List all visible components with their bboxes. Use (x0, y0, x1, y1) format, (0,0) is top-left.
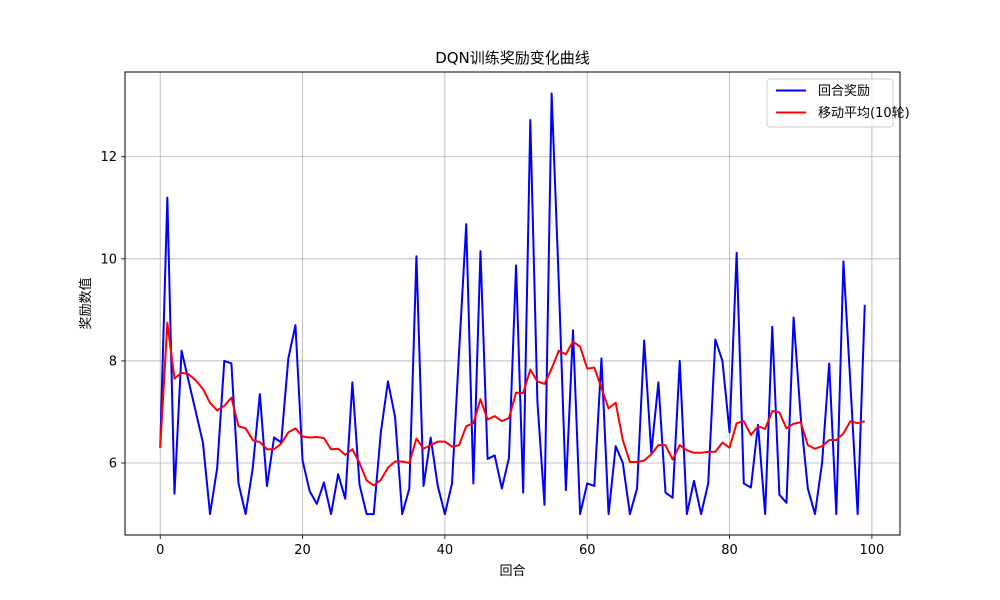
chart-title: DQN训练奖励变化曲线 (435, 49, 590, 67)
y-tick-label: 12 (100, 150, 117, 165)
x-axis-ticks: 0 20 40 60 80 100 (156, 535, 884, 558)
grid-lines (125, 72, 900, 535)
series-lines (159, 92, 866, 516)
x-tick-label: 100 (859, 543, 884, 558)
legend-label-episode-reward: 回合奖励 (818, 84, 870, 99)
episode-reward-line (159, 92, 866, 516)
plot-frame (124, 71, 901, 536)
y-axis-ticks: 6 8 10 12 (100, 150, 125, 472)
x-tick-label: 60 (579, 543, 596, 558)
y-tick-label: 8 (109, 354, 117, 369)
legend: 回合奖励 移动平均(10轮) (766, 78, 910, 128)
y-tick-label: 6 (109, 457, 117, 472)
x-tick-label: 80 (721, 543, 738, 558)
x-tick-label: 40 (437, 543, 454, 558)
x-tick-label: 20 (294, 543, 311, 558)
legend-label-moving-average: 移动平均(10轮) (818, 106, 910, 121)
moving-average-line (159, 321, 866, 487)
y-axis-title: 奖励数值 (78, 277, 94, 329)
x-tick-label: 0 (156, 543, 164, 558)
x-axis-title: 回合 (499, 564, 525, 579)
y-tick-label: 10 (100, 252, 117, 267)
